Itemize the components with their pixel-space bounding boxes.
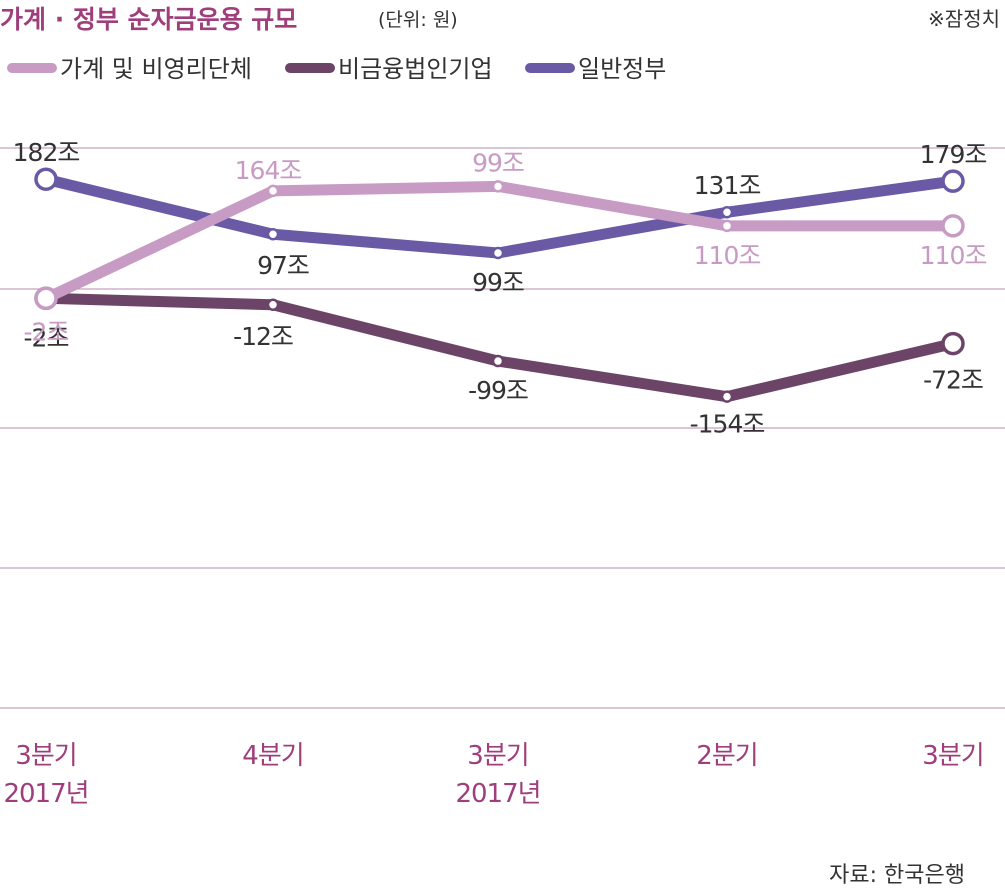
data-point-government <box>266 227 280 241</box>
x-axis-labels: 3분기 2017년 4분기 3분기 2017년 2분기 3분기 <box>3 741 984 809</box>
provisional-note: ※잠정치 <box>928 7 1000 31</box>
x-tick-label: 3분기 2017년 <box>3 741 88 809</box>
data-point-government <box>941 169 965 193</box>
data-label-household: -2조 <box>24 317 69 346</box>
data-point-corporate <box>720 390 734 403</box>
x-tick-label: 3분기 2017년 <box>455 741 540 809</box>
data-point-household <box>941 214 965 238</box>
data-labels: -2조 -12조 -99조 -154조 -72조 182조 97조 99조 131조 179조 -2… <box>13 138 988 439</box>
gridlines <box>0 147 1005 709</box>
x-tick-label: 2분기 <box>696 741 757 771</box>
data-point-corporate <box>491 354 505 368</box>
chart-title: 가계 · 정부 순자금운용 규모 <box>0 5 297 34</box>
data-label-corporate: -99조 <box>468 376 528 405</box>
x-tick-label: 4분기 <box>242 741 303 771</box>
data-label-government: 131조 <box>694 171 761 200</box>
data-label-government: 182조 <box>13 138 80 167</box>
data-point-government <box>34 167 58 191</box>
data-point-corporate <box>266 298 280 312</box>
data-label-corporate: -12조 <box>233 322 293 351</box>
series-layer <box>34 167 965 403</box>
data-label-household: 110조 <box>920 241 987 270</box>
data-label-household: 99조 <box>472 148 524 177</box>
data-point-household <box>266 184 280 198</box>
legend-label-household: 가계 및 비영리단체 <box>60 55 252 83</box>
data-point-corporate <box>941 331 965 356</box>
data-point-household <box>491 180 505 193</box>
data-label-government: 179조 <box>920 140 987 169</box>
data-label-household: 110조 <box>694 241 761 270</box>
legend: 가계 및 비영리단체 비금융법인기업 일반정부 <box>7 55 666 83</box>
data-point-household <box>720 219 734 233</box>
data-label-household: 164조 <box>235 156 302 185</box>
data-point-government <box>720 205 734 219</box>
legend-label-government: 일반정부 <box>578 55 666 83</box>
source-credit: 자료: 한국은행 <box>829 863 965 888</box>
chart-unit: (단위: 원) <box>378 9 458 31</box>
data-label-corporate: -154조 <box>690 410 765 439</box>
data-point-government <box>491 246 505 260</box>
data-label-government: 99조 <box>472 268 524 297</box>
data-label-government: 97조 <box>257 251 309 280</box>
data-label-corporate: -72조 <box>923 366 983 395</box>
x-tick-label: 3분기 <box>922 741 983 771</box>
legend-label-corporate: 비금융법인기업 <box>338 55 493 83</box>
data-point-household <box>34 286 58 311</box>
data-label-corporate: -2조 <box>24 323 69 352</box>
